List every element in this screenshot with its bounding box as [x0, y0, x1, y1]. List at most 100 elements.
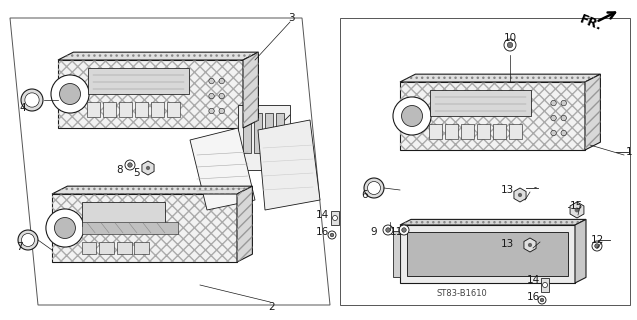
Circle shape [504, 39, 516, 51]
Polygon shape [400, 220, 586, 225]
Circle shape [146, 166, 150, 170]
Text: 8: 8 [116, 165, 123, 175]
Circle shape [209, 78, 214, 84]
Circle shape [507, 42, 513, 48]
Polygon shape [258, 120, 320, 210]
Circle shape [328, 231, 336, 239]
Bar [265, 113, 273, 153]
Polygon shape [400, 74, 601, 82]
Circle shape [128, 163, 132, 167]
Bar [134, 242, 149, 254]
Circle shape [368, 181, 380, 195]
Bar [82, 222, 178, 234]
Bar [82, 202, 165, 226]
Circle shape [59, 84, 80, 104]
Circle shape [538, 296, 546, 304]
Text: 16: 16 [527, 292, 540, 302]
Polygon shape [575, 220, 586, 283]
Circle shape [209, 93, 214, 99]
Text: 16: 16 [316, 227, 329, 237]
Polygon shape [400, 82, 585, 150]
Polygon shape [237, 186, 252, 262]
Polygon shape [58, 52, 259, 60]
Circle shape [561, 130, 566, 136]
Polygon shape [52, 194, 237, 262]
Bar [407, 232, 568, 276]
Bar [135, 102, 148, 117]
Bar [243, 113, 251, 153]
Circle shape [22, 234, 34, 246]
Polygon shape [585, 74, 601, 150]
Circle shape [575, 208, 580, 212]
Text: 4: 4 [19, 103, 25, 113]
Polygon shape [570, 202, 584, 218]
Text: -: - [534, 183, 537, 193]
Circle shape [592, 241, 602, 251]
Circle shape [561, 115, 566, 121]
Circle shape [219, 78, 224, 84]
Circle shape [51, 75, 89, 113]
Bar [461, 124, 474, 139]
Text: 14: 14 [527, 275, 540, 285]
Bar [82, 242, 96, 254]
Circle shape [551, 115, 556, 121]
Bar [151, 102, 164, 117]
Bar [119, 102, 132, 117]
Circle shape [561, 100, 566, 106]
Bar [477, 124, 490, 139]
Circle shape [25, 93, 39, 107]
Bar [103, 102, 116, 117]
Text: 15: 15 [570, 201, 583, 211]
Circle shape [125, 160, 135, 170]
Polygon shape [190, 128, 255, 210]
Circle shape [383, 225, 393, 235]
Text: 12: 12 [591, 235, 605, 245]
Circle shape [551, 130, 556, 136]
Bar [509, 124, 522, 139]
Text: 13: 13 [501, 185, 514, 195]
Circle shape [543, 283, 547, 287]
Text: 10: 10 [504, 33, 517, 43]
Circle shape [399, 225, 409, 235]
Text: 7: 7 [16, 242, 23, 252]
Text: 6: 6 [361, 190, 368, 200]
Bar [99, 242, 114, 254]
Polygon shape [514, 188, 526, 202]
Text: 13: 13 [501, 239, 514, 249]
Bar [429, 124, 442, 139]
Bar [238, 105, 290, 170]
Bar [167, 102, 180, 117]
Polygon shape [400, 225, 575, 283]
Bar [117, 242, 132, 254]
Circle shape [595, 244, 599, 248]
Circle shape [364, 178, 384, 198]
Bar [393, 231, 400, 277]
Polygon shape [142, 161, 154, 175]
Text: 3: 3 [288, 13, 295, 23]
Circle shape [401, 106, 422, 126]
Text: ST83-B1610: ST83-B1610 [436, 289, 487, 298]
Text: 11: 11 [390, 227, 403, 237]
Polygon shape [541, 278, 549, 292]
Text: 14: 14 [316, 210, 329, 220]
Bar [493, 124, 506, 139]
Circle shape [393, 97, 431, 135]
Polygon shape [524, 238, 536, 252]
Circle shape [333, 215, 338, 220]
Text: 2: 2 [268, 302, 275, 312]
Bar [445, 124, 458, 139]
Circle shape [528, 243, 532, 247]
Circle shape [551, 100, 556, 106]
Polygon shape [52, 186, 252, 194]
Bar [87, 102, 100, 117]
Text: 9: 9 [370, 227, 376, 237]
Circle shape [209, 108, 214, 114]
Circle shape [518, 193, 522, 197]
Circle shape [386, 228, 390, 232]
Polygon shape [243, 52, 259, 128]
Circle shape [46, 209, 84, 247]
Bar [88, 68, 189, 94]
Polygon shape [331, 211, 339, 225]
Circle shape [55, 218, 75, 238]
Polygon shape [58, 60, 243, 128]
